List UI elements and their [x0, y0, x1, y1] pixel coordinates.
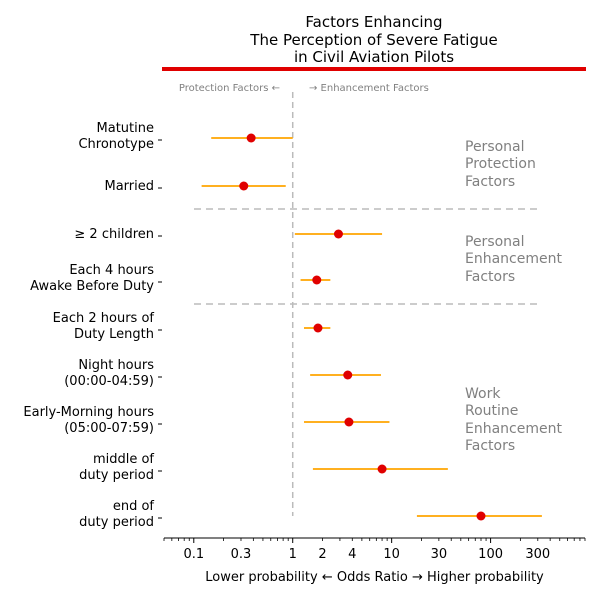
- group-label-line: Factors: [465, 174, 515, 190]
- x-tick-label: 100: [478, 547, 503, 562]
- odds-ratio-point: [246, 133, 256, 143]
- odds-ratio-point: [344, 417, 354, 427]
- group-label-line: Work: [465, 386, 501, 402]
- chart-title-line: The Perception of Severe Fatigue: [249, 31, 497, 49]
- chart-title-line: in Civil Aviation Pilots: [294, 48, 454, 66]
- x-tick-label: 4: [348, 547, 356, 562]
- x-tick-label: 30: [431, 547, 448, 562]
- x-tick-label: 1: [289, 547, 297, 562]
- group-label-line: Protection: [465, 156, 536, 172]
- row-label-line: duty period: [79, 468, 154, 483]
- group-label-line: Personal: [465, 139, 525, 155]
- group-label-line: Factors: [465, 438, 515, 454]
- group-label-line: Factors: [465, 269, 515, 285]
- group-separators: [194, 208, 542, 305]
- group-label-line: Personal: [465, 234, 525, 250]
- row-label-line: Chronotype: [78, 137, 154, 152]
- group-label-line: Enhancement: [465, 421, 562, 437]
- protection-factors-label: Protection Factors ←: [179, 83, 280, 94]
- x-axis: 0.1 0.3 1 2 4 10 30 100 300: [163, 537, 586, 562]
- direction-labels: Protection Factors ← → Enhancement Factor…: [179, 83, 429, 94]
- row-label-line: Early-Morning hours: [23, 405, 154, 420]
- row-label-line: Married: [104, 179, 154, 194]
- group-labels: PersonalProtectionFactorsPersonalEnhance…: [465, 139, 562, 454]
- row-label-line: Matutine: [97, 121, 154, 136]
- odds-ratio-point: [333, 229, 343, 239]
- odds-ratio-point: [377, 464, 387, 474]
- odds-ratio-point: [239, 181, 249, 191]
- row-label-line: (05:00-07:59): [64, 421, 154, 436]
- forest-row: ≥ 2 children: [74, 227, 383, 242]
- chart-title-line: Factors Enhancing: [305, 13, 442, 31]
- forest-row: Night hours(00:00-04:59): [64, 358, 381, 389]
- x-tick-label: 0.3: [231, 547, 252, 562]
- group-label-line: Routine: [465, 403, 518, 419]
- row-label-line: duty period: [79, 515, 154, 530]
- row-label-line: middle of: [93, 452, 154, 467]
- row-label-line: Each 2 hours of: [53, 311, 155, 326]
- forest-row: Married: [104, 179, 286, 194]
- odds-ratio-point: [343, 370, 353, 380]
- odds-ratio-point: [312, 275, 322, 285]
- row-label-line: Duty Length: [74, 327, 154, 342]
- x-tick-label: 0.1: [183, 547, 204, 562]
- row-label-line: Night hours: [78, 358, 154, 373]
- x-tick-label: 10: [383, 547, 400, 562]
- enhancement-factors-label: → Enhancement Factors: [309, 83, 429, 94]
- group-label-line: Enhancement: [465, 251, 562, 267]
- x-tick-label: 300: [525, 547, 550, 562]
- row-label-line: Each 4 hours: [69, 263, 154, 278]
- row-label-line: ≥ 2 children: [74, 227, 154, 242]
- row-label-line: Awake Before Duty: [30, 279, 154, 294]
- odds-ratio-point: [476, 511, 486, 521]
- x-axis-label: Lower probability ← Odds Ratio → Higher …: [205, 570, 544, 585]
- x-tick-label: 2: [318, 547, 326, 562]
- odds-ratio-point: [313, 323, 323, 333]
- forest-row: Early-Morning hours(05:00-07:59): [23, 405, 390, 436]
- row-label-line: (00:00-04:59): [64, 374, 154, 389]
- row-label-line: end of: [113, 499, 155, 514]
